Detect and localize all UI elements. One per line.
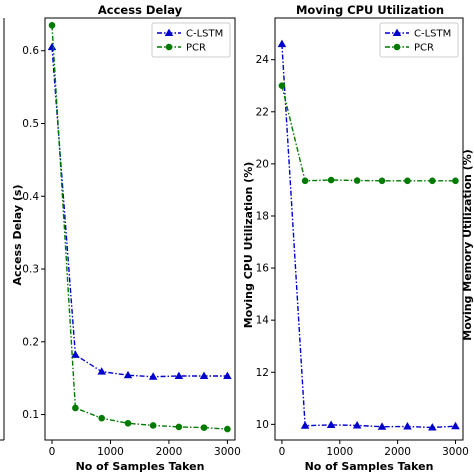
legend-marker [393,43,401,51]
data-point [98,414,106,422]
data-point [148,372,158,380]
data-point [47,42,57,51]
data-point [71,350,80,358]
data-point [403,422,412,430]
legend-label: PCR [414,43,434,54]
data-point [278,82,286,90]
y-tick-label: 10 [256,419,269,431]
legend: C-LSTM PCR [379,22,459,58]
left-cropped-panel [0,18,5,441]
y-axis-label: Moving CPU Utilization (%) [242,162,255,329]
series-line [51,25,228,430]
moving-cpu-utilization-panel: Moving CPU Utilization Moving CPU Utiliz… [242,3,469,473]
x-tick-label: 2000 [156,446,183,458]
data-point [377,422,387,430]
partial-right-y-axis-label: Moving Memory Utilization (%) [461,149,474,340]
data-point [223,371,232,380]
x-tick-label: 0 [49,446,56,458]
x-tick-label: 1000 [326,446,353,458]
data-point [353,177,361,184]
series-line [281,43,456,429]
data-point [327,176,335,184]
series-c-lstm [277,39,460,431]
y-tick-label: 22 [256,106,269,118]
data-point [352,421,362,429]
data-point [451,421,460,430]
data-point [149,422,157,429]
plot-frame [274,17,464,441]
x-tick-label: 0 [279,446,286,458]
chart-title: Moving CPU Utilization [296,3,444,17]
data-point [452,177,459,185]
y-tick-label: 0.3 [22,264,39,276]
series-pcr [278,82,459,185]
series-line [281,85,456,182]
legend-marker [164,28,174,37]
data-point [301,177,309,185]
y-tick-label: 0.4 [22,191,39,203]
data-point [428,423,437,431]
data-point [200,424,208,431]
plot-frame [44,17,236,441]
data-point [175,423,183,431]
data-point [97,367,106,375]
data-point [123,370,133,379]
y-tick-label: 12 [256,367,269,379]
series-pcr [48,21,231,433]
y-axis-label: Access Delay (s) [11,185,24,286]
legend-marker [165,43,173,51]
plot-area: 0.1 0.2 0.3 0.4 0.5 0.6 0 1000 2000 3000 C-LSTM PCR [22,17,241,458]
x-tick-label: 2000 [384,446,411,458]
chart-title: Access Delay [98,3,183,17]
data-point [277,39,287,48]
legend: C-LSTM PCR [151,22,231,58]
series-line [51,47,228,378]
y-tick-label: 0.1 [22,409,39,421]
data-point [404,177,411,185]
legend-marker [392,28,402,37]
y-tick-label: 0.5 [22,118,39,130]
data-point [224,425,231,433]
data-point [300,421,310,429]
y-tick-label: 14 [256,315,270,327]
data-point [199,371,209,380]
series-c-lstm [47,42,232,380]
y-tick-label: 20 [256,158,269,170]
y-tick-label: 0.2 [22,336,39,348]
x-axis-label: No of Samples Taken [305,460,434,473]
y-tick-label: 18 [256,210,269,222]
access-delay-panel: Access Delay Access Delay (s) No of Samp… [11,3,241,473]
data-point [72,404,79,412]
legend-label: C-LSTM [414,29,451,40]
data-point [124,419,132,427]
data-point [326,420,336,428]
legend-label: PCR [186,43,206,54]
x-axis-label: No of Samples Taken [76,460,205,473]
plot-area: 10 12 14 16 18 20 22 24 0 1000 2000 3000 C-LSTM PCR [256,17,469,458]
data-point [429,177,436,185]
y-tick-label: 24 [256,54,270,66]
x-tick-label: 3000 [214,446,241,458]
x-tick-label: 3000 [442,446,469,458]
y-tick-label: 0.6 [22,45,39,57]
x-tick-label: 1000 [97,446,124,458]
data-point [174,371,184,380]
data-point [48,21,56,29]
data-point [378,177,386,185]
legend-label: C-LSTM [186,29,223,40]
y-tick-label: 16 [256,263,270,275]
